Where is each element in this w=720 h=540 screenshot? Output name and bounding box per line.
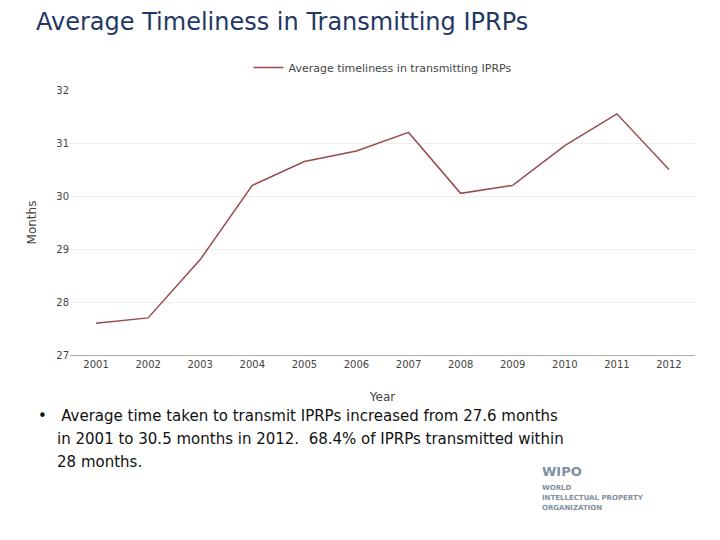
svg-text:Average Timeliness in Transmit: Average Timeliness in Transmitting IPRPs (36, 8, 528, 36)
svg-text:2007: 2007 (396, 359, 421, 370)
svg-text:2006: 2006 (344, 359, 369, 370)
svg-text:2009: 2009 (500, 359, 525, 370)
svg-text:32: 32 (56, 85, 69, 96)
svg-text:2001: 2001 (83, 359, 108, 370)
svg-text:2002: 2002 (135, 359, 160, 370)
svg-text:WORLD: WORLD (542, 484, 572, 492)
svg-text:WIPO: WIPO (542, 464, 582, 479)
svg-text:2008: 2008 (448, 359, 473, 370)
svg-text:in 2001 to 30.5 months in 2012: in 2001 to 30.5 months in 2012. 68.4% of… (38, 430, 564, 448)
svg-text:INTELLECTUAL PROPERTY: INTELLECTUAL PROPERTY (542, 494, 644, 502)
svg-text:2005: 2005 (292, 359, 317, 370)
svg-text:31: 31 (56, 138, 69, 149)
svg-text:Year: Year (369, 390, 395, 404)
svg-text:Months: Months (25, 201, 39, 245)
svg-text:ORGANIZATION: ORGANIZATION (542, 504, 602, 512)
svg-text:2003: 2003 (187, 359, 212, 370)
svg-text:Average timeliness in transmit: Average timeliness in transmitting IPRPs (289, 62, 512, 75)
svg-text:27: 27 (56, 350, 69, 361)
svg-text:2011: 2011 (604, 359, 629, 370)
svg-text:28: 28 (56, 297, 69, 308)
svg-text:2004: 2004 (240, 359, 265, 370)
svg-text:2012: 2012 (656, 359, 681, 370)
svg-text:2010: 2010 (552, 359, 577, 370)
svg-text:• Average time taken to tran: • Average time taken to transmit IPRPs i… (38, 407, 558, 425)
svg-text:30: 30 (56, 191, 69, 202)
svg-text:29: 29 (56, 244, 69, 255)
svg-text:28 months.: 28 months. (38, 453, 142, 471)
